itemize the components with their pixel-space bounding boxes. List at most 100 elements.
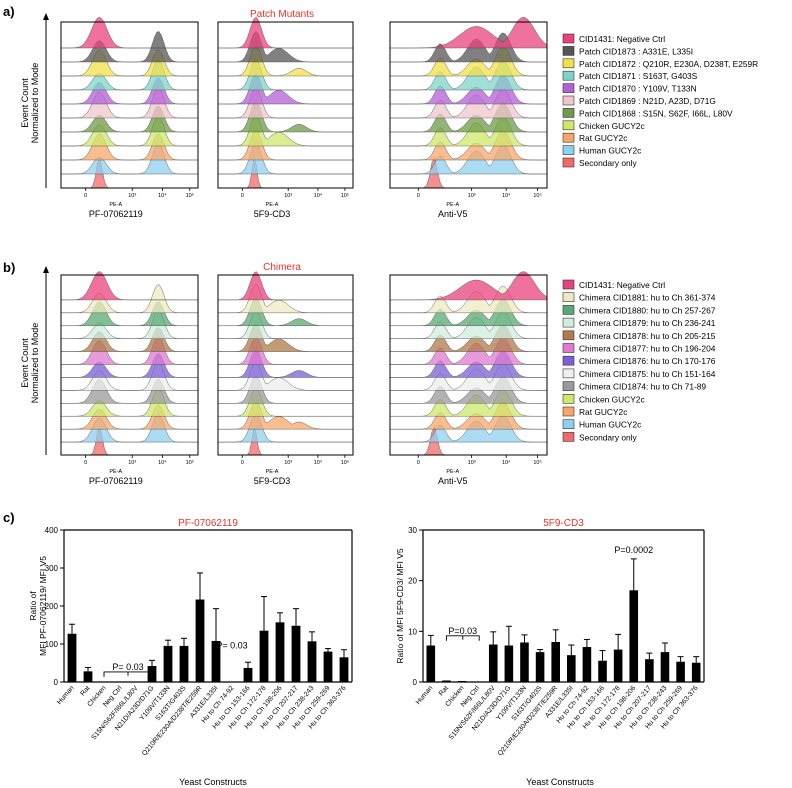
bar [275, 622, 285, 682]
legend-label: Human GUCY2c [579, 420, 641, 430]
tick-label: 10⁵ [186, 459, 194, 466]
axis-name: PE-A [446, 202, 459, 208]
bar [535, 652, 545, 682]
legend-label: Chimera CID1881: hu to Ch 361-374 [579, 293, 716, 303]
legend-label: Human GUCY2c [579, 146, 641, 156]
tick-label: 10⁴ [314, 192, 323, 199]
legend-item: Chimera CID1878: hu to Ch 205-215 [562, 330, 716, 341]
legend-label: CID1431: Negative Ctrl [579, 34, 665, 44]
histogram-column: 0 10³ 10⁴ 10⁵ PE-APF-07062119 [60, 271, 199, 486]
histogram-trace [60, 353, 199, 378]
y-tick-label: 100 [45, 640, 59, 649]
histogram-trace [60, 271, 199, 301]
histogram-trace [61, 426, 198, 456]
bar [504, 645, 514, 682]
bar [520, 642, 529, 682]
legend-swatch [562, 33, 575, 44]
legend-swatch [562, 279, 575, 290]
y-tick-label: 0 [413, 678, 418, 687]
column-label: PF-07062119 [89, 476, 143, 486]
panel-b-ylabel-2: Normalized to Mode [30, 323, 40, 404]
legend-label: Chimera CID1880: hu to Ch 257-267 [579, 305, 716, 315]
histogram-trace [217, 323, 354, 352]
y-tick-label: 30 [408, 526, 417, 535]
legend-label: Secondary only [579, 158, 638, 168]
legend-item: Patch CID1872 : Q210R, E230A, D238T, E25… [562, 58, 758, 69]
panel-a-letter: a) [3, 4, 15, 19]
legend-swatch [562, 355, 575, 366]
tick-label: 10⁵ [341, 459, 349, 466]
legend-item: Patch CID1873 : A331E, L335I [562, 46, 693, 56]
legend-swatch [562, 419, 575, 430]
histogram-frame [217, 274, 354, 456]
axis-name: PE-A [109, 469, 122, 475]
histogram-trace [390, 16, 548, 49]
legend-swatch [562, 393, 575, 404]
histogram-trace [60, 387, 199, 417]
bar [179, 645, 189, 682]
histogram-frame [60, 21, 199, 189]
histogram-trace [60, 413, 199, 443]
legend-swatch [562, 95, 575, 106]
histogram-trace [217, 400, 354, 430]
y-tick-label: 20 [408, 577, 417, 586]
tick-label: 10⁵ [186, 192, 194, 199]
panel-a-legend: CID1431: Negative Ctrl Patch CID1873 : A3… [562, 33, 758, 168]
column-label: Anti-V5 [438, 209, 468, 219]
tick-label: 10⁴ [314, 459, 323, 466]
panel-b-letter: b) [3, 260, 15, 275]
bar [211, 640, 221, 682]
histogram-trace [61, 49, 198, 77]
legend-item: Chimera CID1875: hu to Ch 151-164 [562, 368, 716, 379]
histogram-trace [61, 77, 198, 105]
bar [243, 667, 253, 682]
legend-label: Secondary only [579, 432, 638, 442]
bar-chart-title: PF-07062119 [178, 518, 238, 529]
legend-item: Chimera CID1874: hu to Ch 71-89 [562, 381, 706, 392]
legend-item: Patch CID1869 : N21D, A23D, D71G [562, 95, 716, 106]
legend-item: Patch CID1870 : Y109V, T133N [562, 83, 697, 94]
legend-item: Chimera CID1880: hu to Ch 257-267 [562, 305, 716, 315]
histogram-frame [389, 21, 548, 189]
bar [691, 662, 701, 682]
x-tick-label: Rat [79, 685, 91, 698]
histogram-trace [217, 387, 354, 417]
legend-swatch [562, 432, 575, 442]
histogram-trace [218, 101, 353, 133]
panel-a-ylabel-2: Normalized to Mode [30, 63, 40, 144]
legend-label: Chimera CID1877: hu to Ch 196-204 [579, 344, 716, 354]
tick-label: 10³ [468, 460, 476, 466]
legend-label: Patch CID1871 : S163T, G403S [579, 71, 698, 81]
legend-label: Patch CID1872 : Q210R, E230A, D238T, E25… [579, 59, 758, 69]
tick-label: 10³ [284, 460, 292, 466]
legend-item: Chicken GUCY2c [562, 120, 645, 131]
histogram-trace [60, 327, 199, 352]
histogram-trace [61, 87, 198, 119]
y-tick-label: 10 [408, 627, 417, 636]
histogram-trace [218, 157, 353, 189]
axis-name: PE-A [109, 202, 122, 208]
tick-label: 0 [84, 193, 87, 199]
bar [613, 649, 623, 682]
tick-label: 0 [417, 460, 420, 466]
bar [473, 681, 482, 682]
tick-label: 0 [417, 193, 420, 199]
tick-label: 10³ [284, 193, 292, 199]
bar [291, 625, 301, 682]
legend-item: Patch CID1868 : S15N, S62F, I66L, L80V [562, 108, 733, 118]
p-value-label: P= 0.03 [112, 662, 143, 672]
bar [676, 661, 685, 682]
legend-label: Chimera CID1878: hu to Ch 205-215 [579, 331, 716, 341]
histogram-trace [61, 59, 198, 91]
legend-swatch [562, 368, 575, 379]
histogram-trace [61, 156, 198, 189]
tick-label: 10³ [128, 460, 136, 466]
x-tick-label: Human [415, 685, 435, 706]
bar [488, 644, 498, 682]
tick-label: 10³ [128, 193, 136, 199]
legend-label: Chimera CID1874: hu to Ch 71-89 [579, 382, 706, 392]
legend-swatch [562, 132, 575, 143]
